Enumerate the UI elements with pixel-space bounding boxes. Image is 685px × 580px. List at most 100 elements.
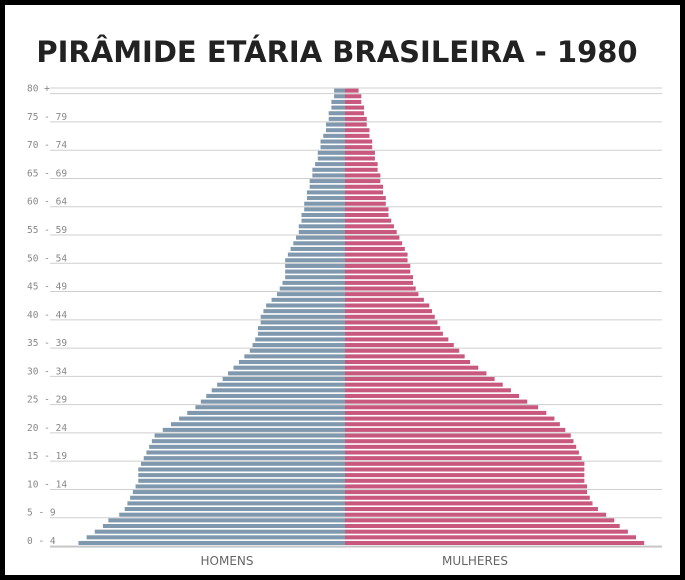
age-tick-label: 25 - 29 — [27, 395, 67, 406]
homens-bar — [312, 167, 345, 172]
homens-bar — [260, 314, 345, 319]
homens-bar — [149, 444, 345, 449]
mulheres-bar — [345, 162, 378, 167]
homens-bar — [252, 343, 345, 348]
mulheres-bar — [345, 484, 588, 489]
mulheres-bar — [345, 275, 413, 280]
mulheres-bar — [345, 139, 373, 144]
homens-bar — [124, 507, 346, 512]
mulheres-bar — [345, 314, 435, 319]
mulheres-bar — [345, 292, 419, 297]
homens-bar — [293, 241, 345, 246]
mulheres-bar — [345, 263, 411, 268]
homens-bar — [285, 275, 345, 280]
mulheres-bar — [345, 501, 593, 506]
mulheres-bar — [345, 507, 598, 512]
mulheres-bars — [345, 88, 645, 545]
mulheres-bar — [345, 461, 585, 466]
mulheres-bar — [345, 269, 411, 274]
homens-bar — [132, 490, 345, 495]
homens-bar — [320, 145, 345, 150]
mulheres-bar — [345, 422, 560, 427]
homens-bar — [138, 473, 345, 478]
mulheres-bar — [345, 258, 408, 263]
gridlines — [50, 87, 662, 548]
homens-bar — [249, 348, 345, 353]
mulheres-bar — [345, 167, 378, 172]
homens-bar — [271, 297, 345, 302]
homens-bar — [151, 439, 345, 444]
homens-bar — [282, 280, 345, 285]
age-tick-label: 0 - 4 — [27, 536, 56, 547]
mulheres-bar — [345, 309, 433, 314]
age-tick-label: 10 - 14 — [27, 479, 67, 490]
mulheres-bar — [345, 128, 370, 133]
mulheres-bar — [345, 246, 405, 251]
homens-bar — [298, 224, 345, 229]
homens-bar — [146, 450, 345, 455]
homens-bar — [179, 416, 345, 421]
homens-bar — [290, 246, 345, 251]
mulheres-bar — [345, 399, 528, 404]
homens-bar — [244, 354, 345, 359]
homens-bar — [170, 422, 345, 427]
homens-bar — [309, 184, 345, 189]
homens-bar — [141, 461, 345, 466]
age-tick-label: 40 - 44 — [27, 310, 67, 321]
mulheres-bar — [345, 523, 620, 529]
chart-frame: PIRÂMIDE ETÁRIA BRASILEIRA - 1980 0 - 4 5… — [5, 5, 680, 575]
homens-bar — [285, 258, 345, 263]
mulheres-bar — [345, 371, 487, 376]
homens-bar — [306, 190, 345, 195]
mulheres-bar — [345, 111, 365, 116]
homens-bar — [78, 540, 345, 545]
homens-bar — [315, 162, 345, 167]
mulheres-bar — [345, 467, 585, 472]
mulheres-bar — [345, 156, 375, 161]
population-pyramid-chart: PIRÂMIDE ETÁRIA BRASILEIRA - 1980 0 - 4 5… — [27, 35, 662, 568]
homens-bar — [86, 535, 345, 540]
homens-bar — [328, 116, 345, 121]
mulheres-bar — [345, 360, 471, 365]
homens-bar — [285, 269, 345, 274]
mulheres-bar — [345, 235, 400, 240]
homens-bar — [108, 518, 345, 523]
mulheres-bar — [345, 382, 503, 387]
homens-bar — [312, 173, 345, 178]
mulheres-bar — [345, 184, 384, 189]
homens-bar — [277, 292, 345, 297]
mulheres-bar — [345, 518, 615, 523]
mulheres-bar — [345, 365, 479, 370]
homens-bar — [301, 218, 345, 223]
mulheres-bar — [345, 331, 443, 336]
homens-bar — [233, 365, 345, 370]
homens-bar — [211, 388, 345, 393]
age-tick-label: 5 - 9 — [27, 508, 56, 519]
mulheres-bar — [345, 410, 547, 415]
mulheres-bar — [345, 354, 465, 359]
age-tick-label: 20 - 24 — [27, 423, 67, 434]
homens-bar — [266, 303, 345, 308]
homens-bar — [331, 105, 345, 110]
homens-bar — [334, 88, 345, 93]
mulheres-bar — [345, 190, 384, 195]
homens-bar — [143, 456, 345, 461]
age-tick-label: 45 - 49 — [27, 282, 67, 293]
mulheres-bar — [345, 297, 424, 302]
age-tick-label: 35 - 39 — [27, 338, 67, 349]
homens-bar — [200, 399, 345, 404]
homens-bar — [195, 405, 345, 410]
homens-bars — [78, 88, 346, 545]
homens-bar — [285, 263, 345, 268]
chart-title: PIRÂMIDE ETÁRIA BRASILEIRA - 1980 — [36, 35, 637, 69]
mulheres-bar — [345, 207, 389, 212]
homens-bar — [320, 139, 345, 144]
homens-bar — [334, 94, 345, 99]
homens-bar — [130, 495, 345, 500]
homens-bar — [287, 252, 345, 257]
age-tick-label: 15 - 19 — [27, 451, 67, 462]
homens-bar — [304, 201, 345, 206]
mulheres-bar — [345, 116, 367, 121]
x-label-mulheres: MULHERES — [442, 554, 508, 568]
homens-bar — [309, 179, 345, 184]
